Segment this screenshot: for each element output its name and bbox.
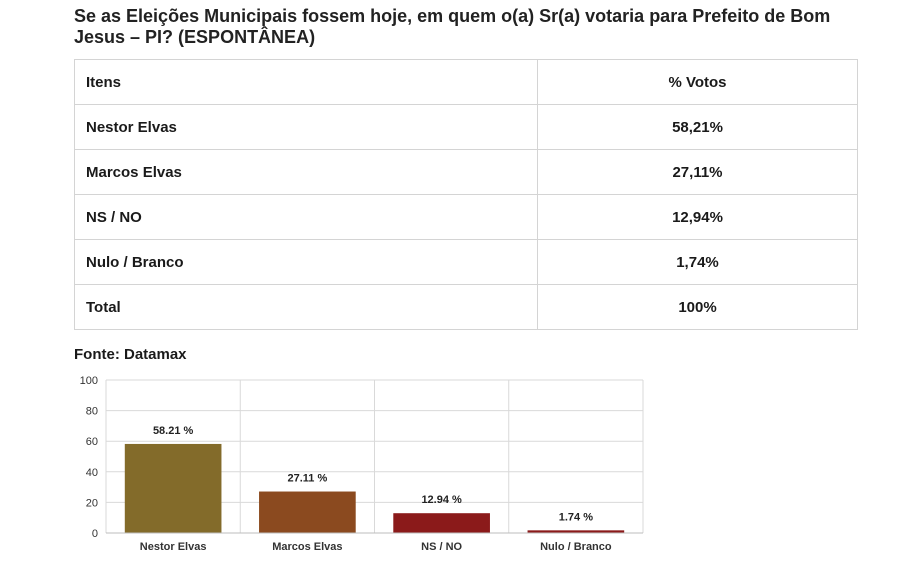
percent-cell: 100% (537, 284, 858, 330)
x-tick-label: Marcos Elvas (272, 541, 342, 553)
bar (124, 443, 222, 533)
y-tick-label: 20 (86, 497, 98, 509)
table-row: Nestor Elvas 58,21% (74, 104, 858, 150)
bar (259, 491, 356, 533)
y-tick-label: 60 (86, 436, 98, 448)
x-tick-label: Nestor Elvas (140, 541, 207, 553)
item-cell: Total (74, 284, 538, 330)
bar-value-label: 27.11 % (287, 473, 327, 485)
y-tick-label: 100 (80, 375, 98, 387)
table-header-row: Itens% Votos (74, 59, 858, 105)
x-tick-label: NS / NO (421, 541, 462, 553)
y-tick-label: 0 (92, 528, 98, 540)
y-tick-label: 80 (86, 406, 98, 418)
table-header-cell: % Votos (537, 59, 858, 105)
table-row: NS / NO 12,94% (74, 194, 858, 240)
table-header-cell: Itens (74, 59, 538, 105)
table-row: Marcos Elvas 27,11% (74, 149, 858, 195)
source-label: Fonte: Datamax (74, 346, 187, 363)
table-row: Total 100% (74, 284, 858, 330)
x-tick-label: Nulo / Branco (540, 541, 612, 553)
bar (527, 530, 625, 533)
results-table: Itens% Votos Nestor Elvas 58,21% Marcos Elv… (74, 59, 858, 330)
percent-cell: 58,21% (537, 104, 858, 150)
bar-chart: 0 20 40 60 80 100 58.21 % Nestor Elvas 27.11 % Ma… (80, 375, 644, 553)
bar-value-label: 58.21 % (153, 425, 194, 437)
percent-cell: 27,11% (537, 149, 858, 195)
item-cell: Nestor Elvas (74, 104, 538, 150)
y-tick-label: 40 (86, 467, 98, 479)
bar-value-label: 12.94 % (421, 494, 462, 506)
percent-cell: 1,74% (537, 239, 858, 285)
percent-cell: 12,94% (537, 194, 858, 240)
item-cell: Marcos Elvas (74, 149, 538, 195)
chart-title: Se as Eleições Municipais fossem hoje, e… (74, 6, 831, 47)
item-cell: NS / NO (74, 194, 538, 240)
table-row: Nulo / Branco 1,74% (74, 239, 858, 285)
bar-value-label: 1.74 % (559, 511, 593, 523)
item-cell: Nulo / Branco (74, 239, 538, 285)
bar (393, 513, 490, 533)
